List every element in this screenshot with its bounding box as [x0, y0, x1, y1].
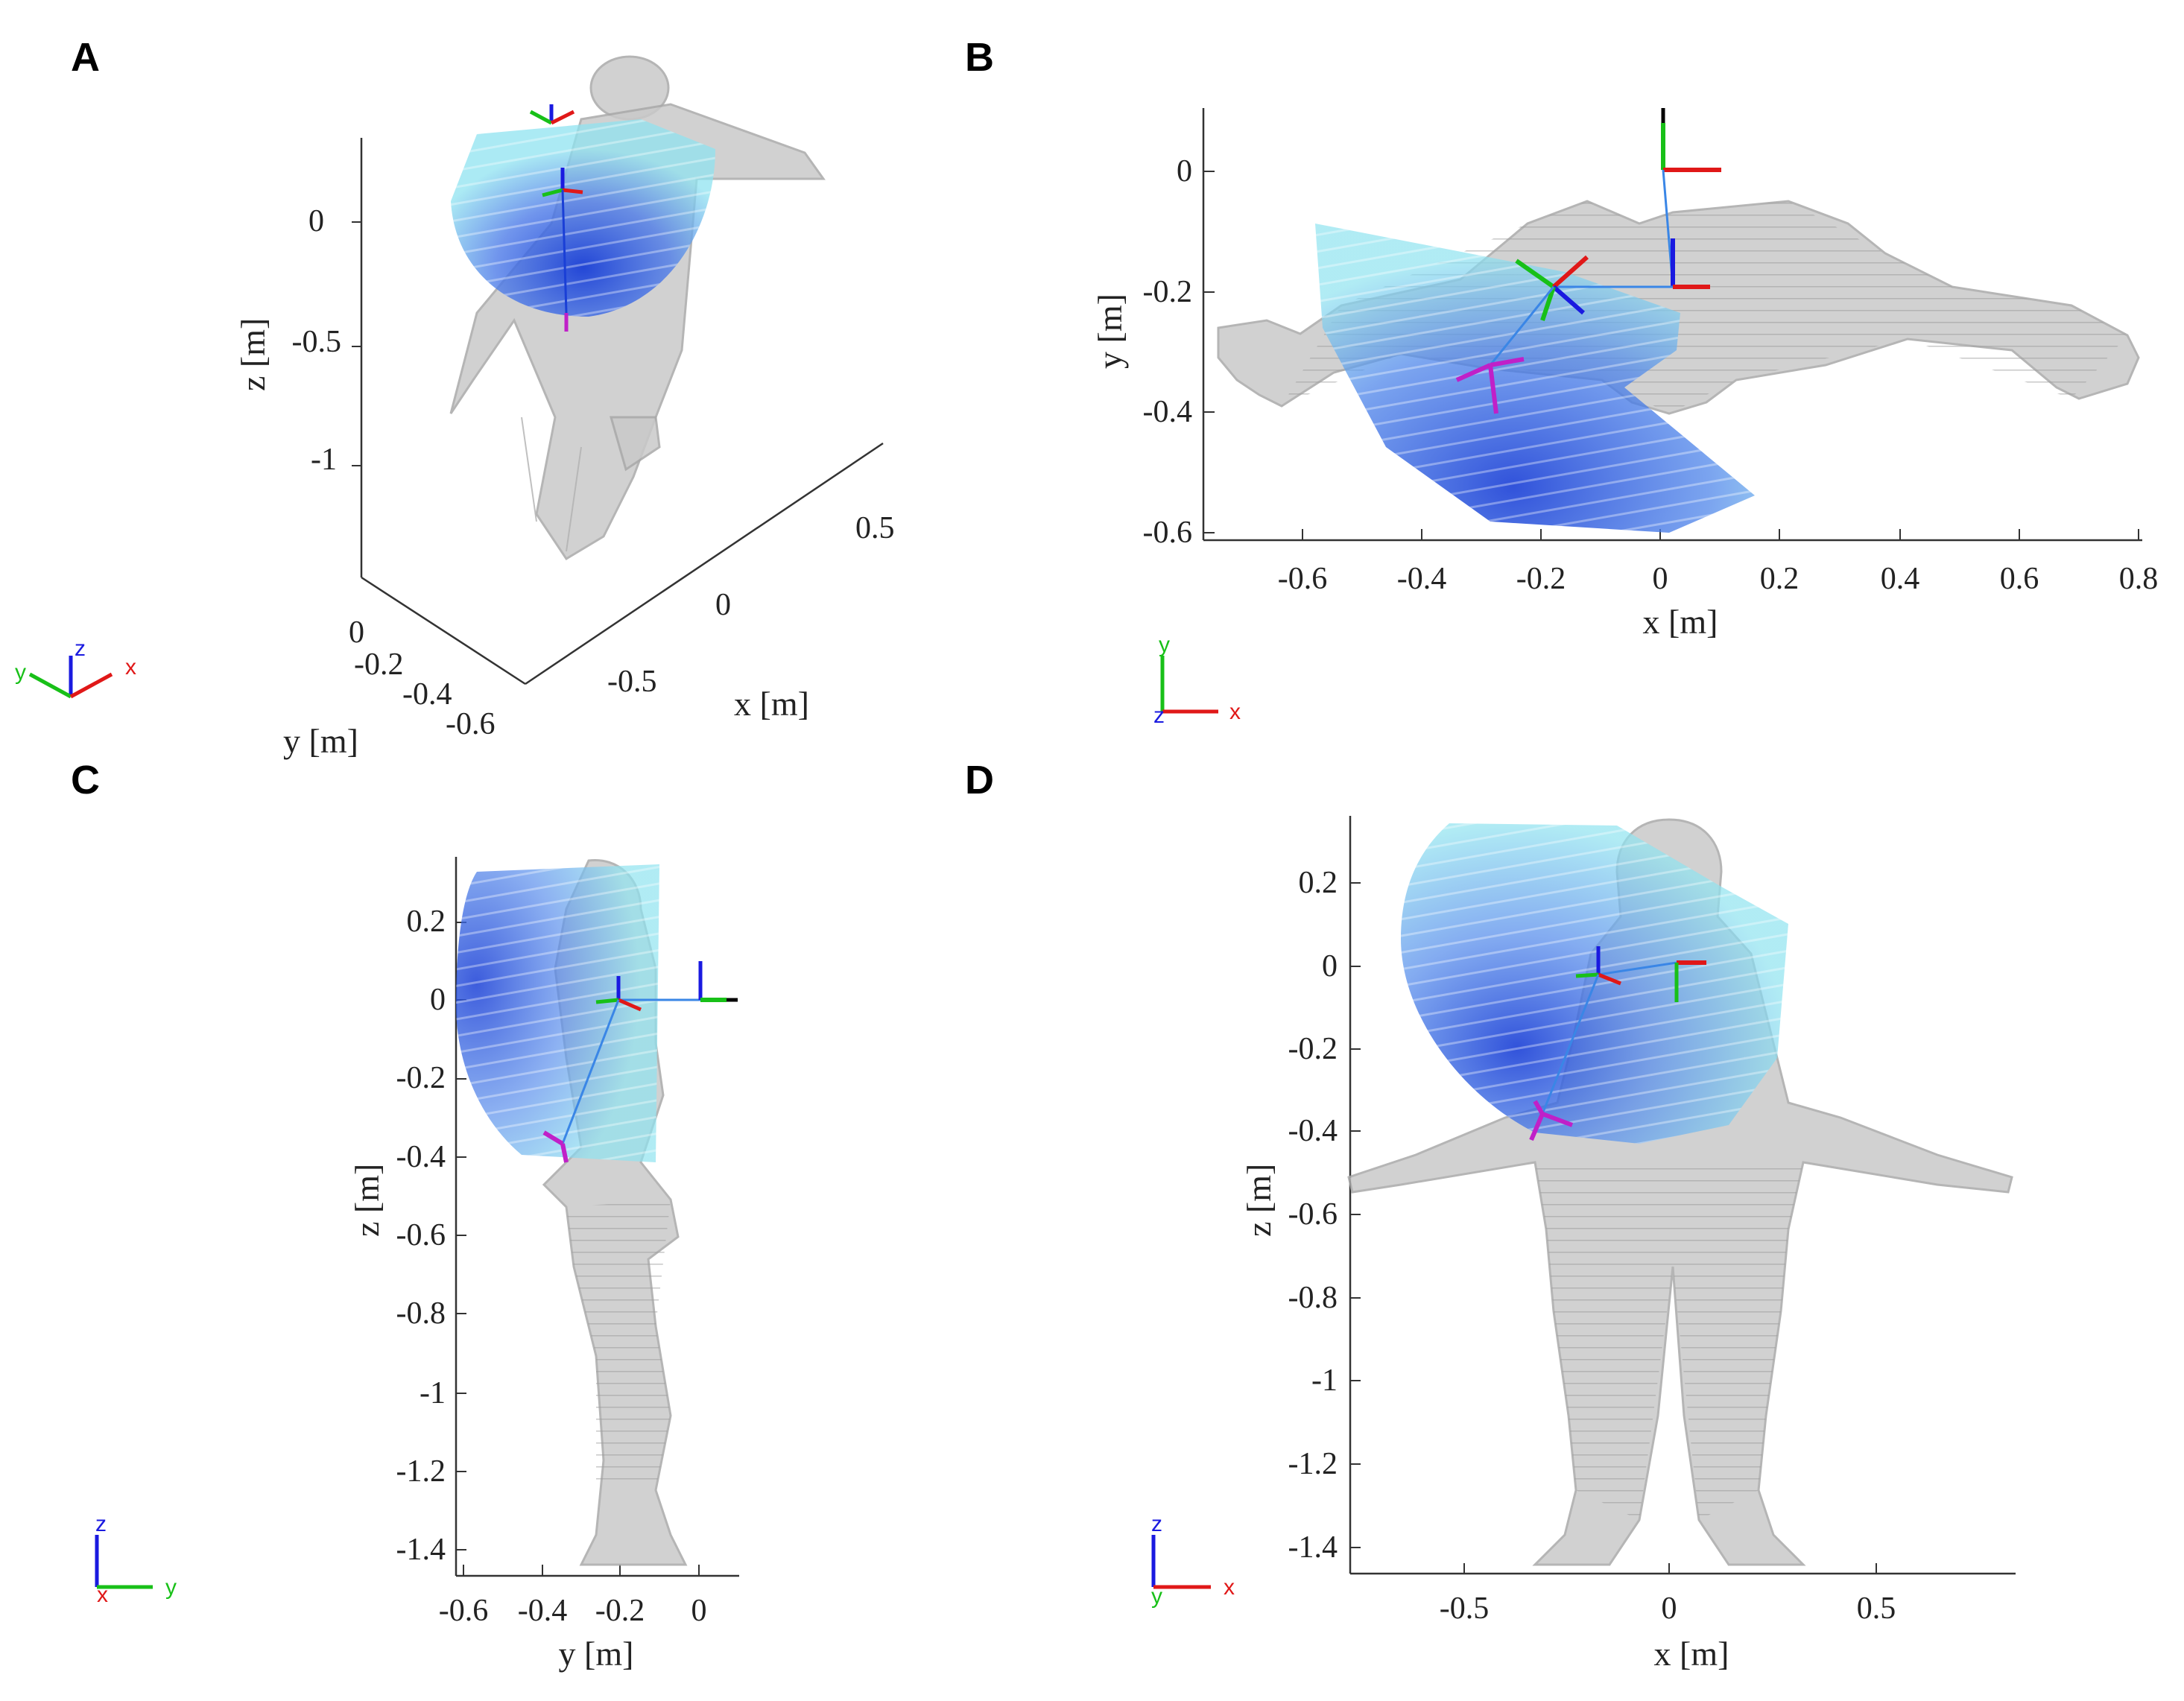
panel-b-triad-label-a: y [1159, 633, 1170, 657]
panel-a-frames [529, 104, 583, 332]
panel-d-x-tick-1: 0 [1662, 1591, 1677, 1626]
panel-d-axes [1349, 816, 2016, 1575]
panel-c-frames [542, 961, 738, 1163]
panel-c-triad-label-b: x [97, 1583, 108, 1607]
panel-d-z-tick-5: -0.8 [1288, 1281, 1338, 1315]
panel-a-y-tick-1: -0.2 [354, 647, 404, 682]
panel-d-x-tick-2: 0.5 [1857, 1591, 1896, 1626]
panel-a-y-tick-3: -0.6 [446, 707, 496, 741]
panel-d-z-tick-0: 0.2 [1299, 866, 1338, 900]
panel-d-z-tick-1: 0 [1322, 949, 1338, 983]
panel-d-frames [1529, 946, 1706, 1141]
panel-c-z-tick-3: -0.4 [396, 1140, 446, 1174]
panel-label-c: C [71, 758, 100, 802]
panel-b-x-tick-0: -0.6 [1278, 562, 1328, 596]
panel-b-orientation-triad: y z x [1153, 633, 1241, 728]
panel-b-y-tick-3: -0.6 [1143, 516, 1193, 550]
panel-label-d: D [965, 758, 994, 802]
panel-c-z-tick-6: -1 [420, 1376, 446, 1410]
panel-a-workspace [451, 119, 715, 317]
panel-a-triad-label-c: x [125, 655, 136, 680]
panel-b-y-label: y [m] [1091, 294, 1129, 369]
panel-c-z-tick-0: 0.2 [407, 905, 446, 939]
panel-d: D 0.2 0 -0.2 -0.4 -0.6 -0.8 -1 -1.2 -1.4… [965, 758, 2016, 1673]
panel-c-z-tick-8: -1.4 [396, 1533, 446, 1567]
panel-b-x-tick-6: 0.6 [2000, 562, 2039, 596]
panel-label-b: B [965, 35, 994, 80]
panel-d-z-tick-2: -0.2 [1288, 1032, 1338, 1066]
panel-b-frames [1455, 108, 1721, 414]
panel-a-x-label: x [m] [734, 685, 809, 723]
panel-c-z-tick-2: -0.2 [396, 1061, 446, 1095]
panel-d-z-tick-3: -0.4 [1288, 1114, 1338, 1148]
panel-a-z-tick-2: -1 [311, 443, 337, 477]
panel-a-human-mesh [449, 55, 826, 561]
panel-b-x-tick-3: 0 [1653, 562, 1668, 596]
panel-a-orientation-triad: z y x [15, 636, 136, 699]
panel-b-y-tick-2: -0.4 [1143, 395, 1193, 429]
panel-b-axes [1202, 108, 2142, 542]
panel-b-x-tick-5: 0.4 [1881, 562, 1920, 596]
panel-a: A 0 -0.5 -1 z [m] 0.5 0 -0.5 x [m] 0 -0.… [15, 35, 895, 760]
panel-b-x-tick-1: -0.4 [1397, 562, 1447, 596]
panel-d-z-tick-8: -1.4 [1288, 1530, 1338, 1565]
panel-c-z-tick-5: -0.8 [396, 1296, 446, 1331]
panel-d-triad-label-b: y [1151, 1584, 1162, 1609]
panel-a-axes [352, 138, 884, 685]
panel-b-x-tick-4: 0.2 [1760, 562, 1800, 596]
panel-b: B 0 -0.2 -0.4 -0.6 y [m] -0.6 -0.4 -0.2 … [965, 35, 2158, 728]
panel-a-x-tick-2: -0.5 [607, 665, 657, 699]
panel-label-a: A [71, 35, 100, 80]
panel-a-y-label: y [m] [283, 722, 358, 760]
panel-b-y-tick-0: 0 [1177, 154, 1192, 189]
panel-b-x-tick-7: 0.8 [2119, 562, 2159, 596]
panel-b-workspace [1315, 224, 1755, 533]
panel-d-z-tick-6: -1 [1311, 1363, 1338, 1398]
panel-b-x-tick-2: -0.2 [1516, 562, 1566, 596]
panel-b-triad-label-c: x [1229, 700, 1241, 724]
panel-d-triad-label-a: z [1151, 1512, 1162, 1536]
panel-a-y-tick-0: 0 [349, 615, 364, 650]
panel-c-axes [455, 857, 739, 1577]
panel-a-triad-label-a: z [75, 636, 86, 661]
panel-d-z-label: z [m] [1240, 1164, 1278, 1237]
panel-a-z-tick-0: 0 [308, 204, 324, 238]
panel-c-workspace [456, 864, 659, 1162]
panel-c-z-label: z [m] [348, 1164, 386, 1237]
panel-b-x-label: x [m] [1643, 603, 1718, 641]
panel-a-x-tick-0: 0.5 [855, 511, 895, 545]
panel-c-z-tick-1: 0 [430, 983, 446, 1017]
panel-b-y-tick-1: -0.2 [1143, 275, 1193, 309]
panel-d-x-tick-0: -0.5 [1440, 1591, 1490, 1626]
panel-a-triad-label-b: y [15, 660, 26, 685]
panel-c-triad-label-c: y [165, 1575, 177, 1600]
panel-c-orientation-triad: z x y [95, 1512, 177, 1607]
panel-c-z-tick-7: -1.2 [396, 1454, 446, 1489]
panel-d-orientation-triad: z y x [1151, 1512, 1235, 1609]
panel-c-y-tick-1: -0.4 [518, 1594, 568, 1628]
panel-d-x-label: x [m] [1654, 1635, 1729, 1673]
panel-c-triad-label-a: z [95, 1512, 107, 1536]
panel-d-triad-label-c: x [1224, 1575, 1235, 1600]
panel-c-y-tick-3: 0 [691, 1594, 707, 1628]
panel-a-y-tick-2: -0.4 [402, 677, 452, 712]
panel-c-y-label: y [m] [559, 1635, 634, 1673]
panel-b-triad-label-b: z [1153, 703, 1165, 728]
panel-c-y-tick-2: -0.2 [595, 1594, 645, 1628]
panel-a-z-tick-1: -0.5 [292, 325, 342, 359]
panel-a-x-tick-1: 0 [715, 588, 731, 622]
panel-c: C 0.2 0 -0.2 -0.4 -0.6 -0.8 -1 -1.2 -1.4… [71, 758, 739, 1673]
panel-d-z-tick-7: -1.2 [1288, 1447, 1338, 1481]
panel-d-z-tick-4: -0.6 [1288, 1197, 1338, 1232]
panel-c-z-tick-4: -0.6 [396, 1218, 446, 1252]
panel-c-y-tick-0: -0.6 [439, 1594, 489, 1628]
panel-a-z-label: z [m] [234, 318, 272, 391]
